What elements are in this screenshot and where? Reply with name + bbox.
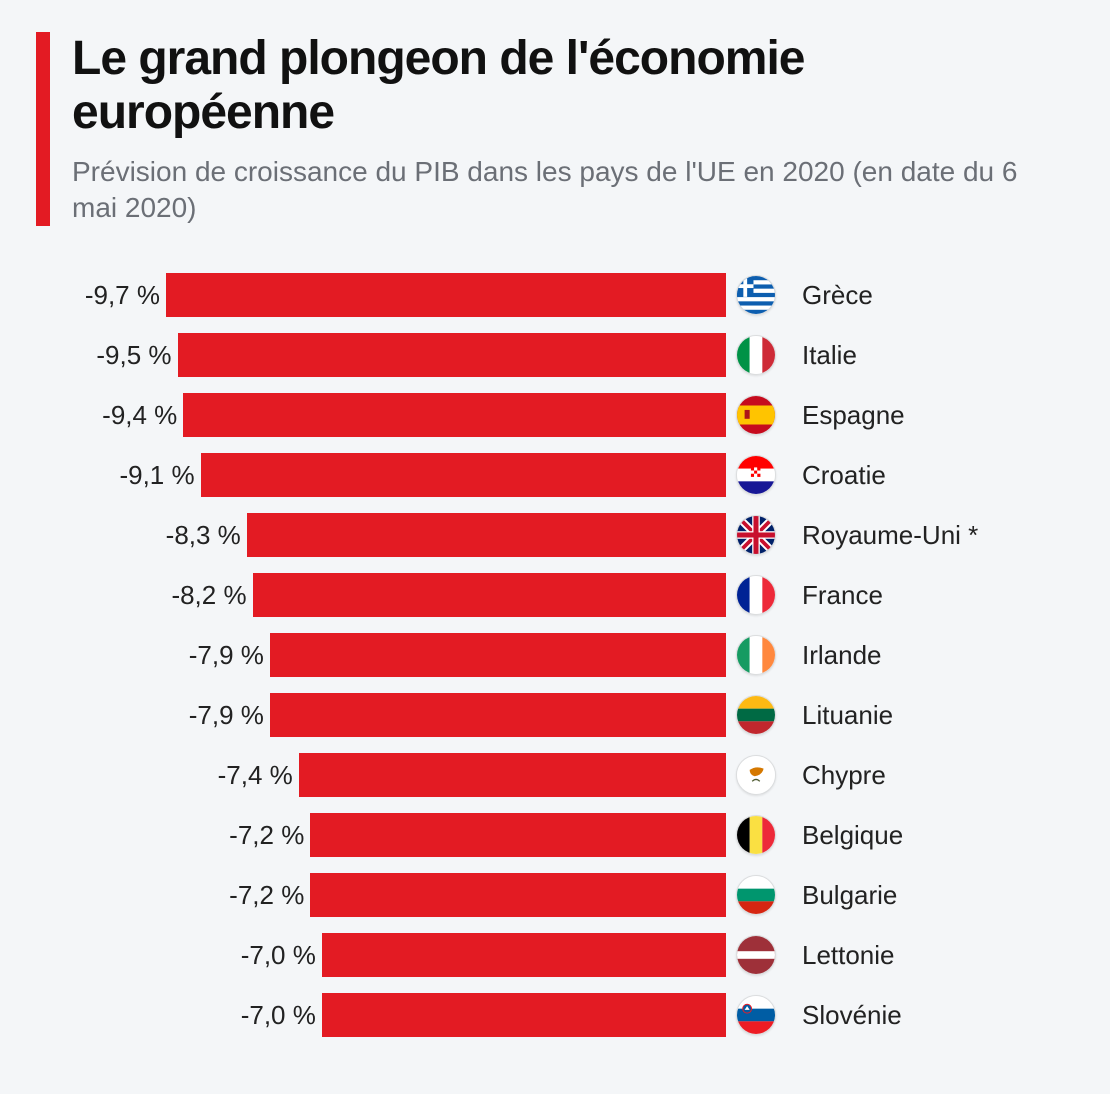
bg-flag-icon: [736, 875, 776, 915]
bar-container: [253, 573, 726, 617]
country-label: Chypre: [786, 760, 1060, 791]
bar-container: [322, 993, 726, 1037]
chart-row: -7,9 % Lituanie: [36, 688, 1060, 742]
bar: [253, 573, 726, 617]
bar-container: [166, 273, 726, 317]
chart-subtitle: Prévision de croissance du PIB dans les …: [72, 154, 1060, 227]
be-flag-icon: [736, 815, 776, 855]
flag-container: [726, 575, 786, 615]
country-label: Espagne: [786, 400, 1060, 431]
bar: [166, 273, 726, 317]
chart-title: Le grand plongeon de l'économie européen…: [72, 32, 1060, 140]
lv-flag-icon: [736, 935, 776, 975]
chart-row: -9,7 % Grèce: [36, 268, 1060, 322]
flag-container: [726, 995, 786, 1035]
flag-container: [726, 335, 786, 375]
lt-flag-icon: [736, 695, 776, 735]
value-label: -7,2 %: [36, 880, 310, 911]
bar-container: [183, 393, 726, 437]
header-text: Le grand plongeon de l'économie européen…: [72, 32, 1060, 226]
country-label: France: [786, 580, 1060, 611]
country-label: Irlande: [786, 640, 1060, 671]
bar-container: [270, 633, 726, 677]
chart-row: -9,1 % Croatie: [36, 448, 1060, 502]
flag-container: [726, 455, 786, 495]
value-label: -9,5 %: [36, 340, 178, 371]
bar: [322, 993, 726, 1037]
value-label: -9,1 %: [36, 460, 201, 491]
country-label: Royaume-Uni *: [786, 520, 1060, 551]
bar: [322, 933, 726, 977]
si-flag-icon: [736, 995, 776, 1035]
country-label: Croatie: [786, 460, 1060, 491]
country-label: Bulgarie: [786, 880, 1060, 911]
value-label: -7,9 %: [36, 640, 270, 671]
fr-flag-icon: [736, 575, 776, 615]
flag-container: [726, 275, 786, 315]
flag-container: [726, 935, 786, 975]
es-flag-icon: [736, 395, 776, 435]
hr-flag-icon: [736, 455, 776, 495]
chart-row: -7,4 % Chypre: [36, 748, 1060, 802]
country-label: Italie: [786, 340, 1060, 371]
gr-flag-icon: [736, 275, 776, 315]
bar-container: [299, 753, 726, 797]
bar: [247, 513, 726, 557]
chart-row: -9,5 % Italie: [36, 328, 1060, 382]
bar-container: [247, 513, 726, 557]
value-label: -7,2 %: [36, 820, 310, 851]
chart-row: -8,2 % France: [36, 568, 1060, 622]
bar: [178, 333, 726, 377]
cy-flag-icon: [736, 755, 776, 795]
bar: [183, 393, 726, 437]
value-label: -7,0 %: [36, 1000, 322, 1031]
bar: [310, 813, 726, 857]
bar: [310, 873, 726, 917]
gb-flag-icon: [736, 515, 776, 555]
it-flag-icon: [736, 335, 776, 375]
bar: [201, 453, 726, 497]
chart-row: -7,0 % Lettonie: [36, 928, 1060, 982]
value-label: -7,4 %: [36, 760, 299, 791]
flag-container: [726, 755, 786, 795]
value-label: -7,9 %: [36, 700, 270, 731]
flag-container: [726, 695, 786, 735]
chart-row: -8,3 % Royaume-Uni *: [36, 508, 1060, 562]
value-label: -9,4 %: [36, 400, 183, 431]
accent-bar: [36, 32, 50, 226]
bar-chart: -9,7 % Grèce -9,5 % Italie -9,4 % Espagne -9,1…: [36, 268, 1060, 1042]
country-label: Grèce: [786, 280, 1060, 311]
value-label: -7,0 %: [36, 940, 322, 971]
country-label: Lituanie: [786, 700, 1060, 731]
bar: [270, 693, 726, 737]
flag-container: [726, 515, 786, 555]
bar-container: [270, 693, 726, 737]
header: Le grand plongeon de l'économie européen…: [36, 32, 1060, 226]
bar-container: [310, 813, 726, 857]
bar-container: [322, 933, 726, 977]
value-label: -8,3 %: [36, 520, 247, 551]
bar-container: [310, 873, 726, 917]
country-label: Lettonie: [786, 940, 1060, 971]
flag-container: [726, 815, 786, 855]
chart-row: -7,0 % Slovénie: [36, 988, 1060, 1042]
flag-container: [726, 875, 786, 915]
chart-row: -9,4 % Espagne: [36, 388, 1060, 442]
country-label: Slovénie: [786, 1000, 1060, 1031]
value-label: -8,2 %: [36, 580, 253, 611]
chart-row: -7,2 % Bulgarie: [36, 868, 1060, 922]
flag-container: [726, 635, 786, 675]
value-label: -9,7 %: [36, 280, 166, 311]
flag-container: [726, 395, 786, 435]
bar: [270, 633, 726, 677]
country-label: Belgique: [786, 820, 1060, 851]
bar-container: [178, 333, 726, 377]
chart-row: -7,2 % Belgique: [36, 808, 1060, 862]
bar-container: [201, 453, 726, 497]
chart-row: -7,9 % Irlande: [36, 628, 1060, 682]
ie-flag-icon: [736, 635, 776, 675]
bar: [299, 753, 726, 797]
